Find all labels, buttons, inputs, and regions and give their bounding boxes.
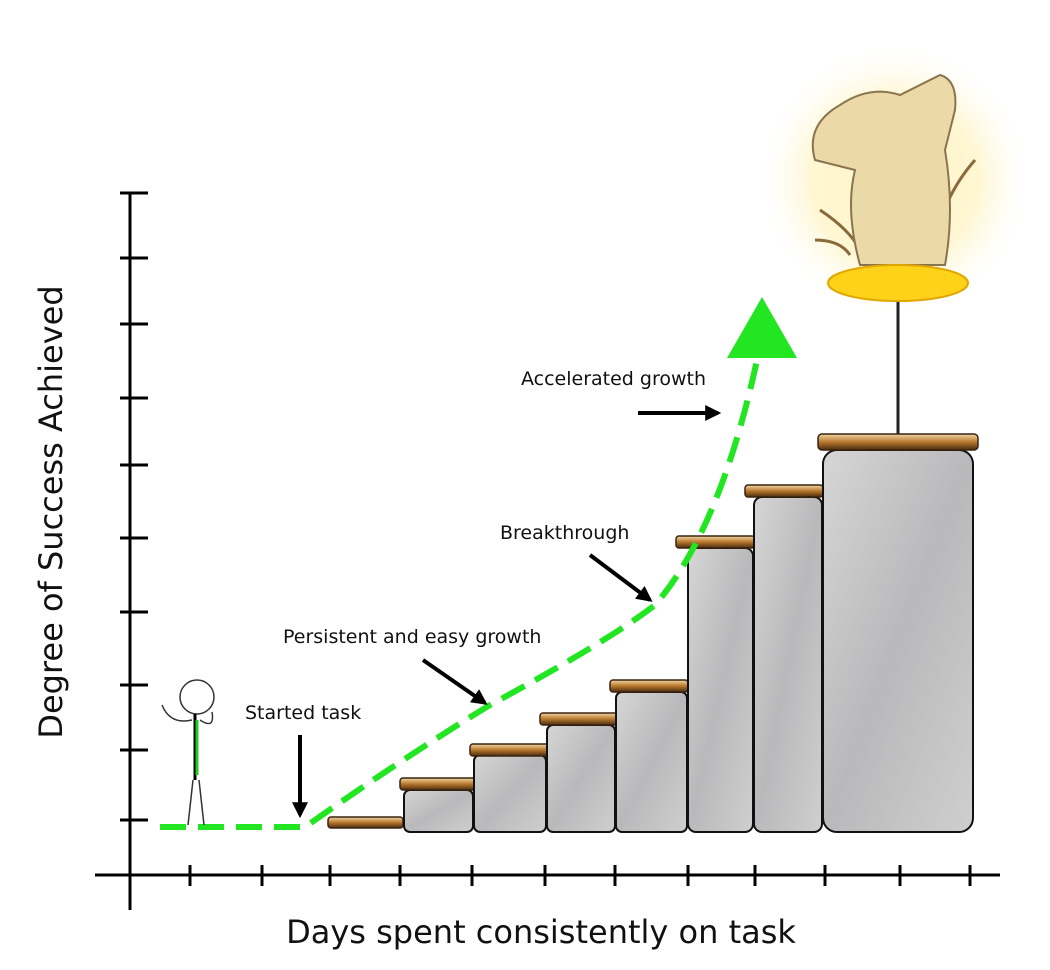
annotation: Persistent and easy growth — [283, 626, 541, 648]
annotation: Breakthrough — [500, 522, 629, 544]
axes — [95, 191, 1000, 910]
pillars — [327, 433, 979, 833]
stick-figure — [161, 679, 215, 826]
growth-arrowhead — [727, 297, 797, 358]
annotation: Accelerated growth — [521, 368, 706, 390]
annotation: Started task — [245, 702, 361, 724]
annotation-arrows — [292, 405, 722, 819]
y-axis-label: Degree of Success Achieved — [32, 285, 70, 738]
x-axis-label: Days spent consistently on task — [286, 913, 796, 951]
statue — [755, 40, 1035, 434]
growth-curve — [160, 359, 760, 830]
